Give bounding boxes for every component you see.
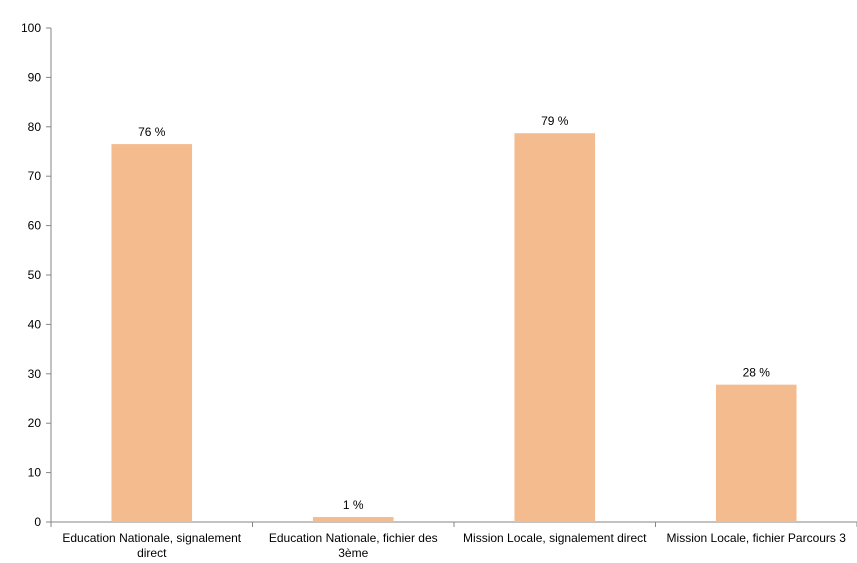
y-tick-label: 90 [28,70,42,84]
bar [111,144,193,522]
y-tick-label: 0 [34,515,41,529]
y-tick-label: 10 [28,466,42,480]
bar [312,517,394,522]
x-category-label: Education Nationale, fichier des [269,531,438,545]
data-label: 79 % [541,114,569,128]
y-tick-label: 40 [28,317,42,331]
x-category-label: Mission Locale, fichier Parcours 3 [667,531,847,545]
y-tick-label: 80 [28,120,42,134]
x-category-label: Mission Locale, signalement direct [463,531,647,545]
plot-area: 0 10 20 30 40 50 60 70 80 90 100 76 % Education Nati… [21,21,857,560]
data-label: 1 % [343,498,364,512]
x-category-label: direct [137,546,167,560]
data-label: 76 % [138,125,166,139]
y-tick-label: 60 [28,219,42,233]
x-category-label: Education Nationale, signalement [62,531,241,545]
data-label: 28 % [743,366,771,380]
bar [514,133,596,523]
y-tick-label: 20 [28,416,42,430]
y-tick-label: 70 [28,169,42,183]
y-tick-label: 50 [28,268,42,282]
bar [715,384,797,522]
y-tick-label: 30 [28,367,42,381]
x-category-label: 3ème [338,546,368,560]
y-tick-label: 100 [21,21,41,35]
